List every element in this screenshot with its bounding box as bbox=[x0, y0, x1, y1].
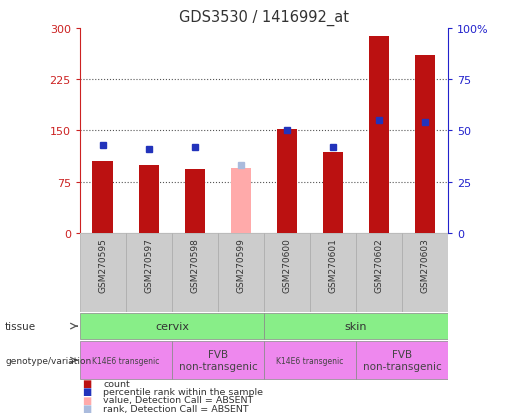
Text: GSM270603: GSM270603 bbox=[421, 237, 430, 292]
Text: FVB
non-transgenic: FVB non-transgenic bbox=[363, 349, 441, 371]
Bar bbox=[264, 233, 310, 312]
Bar bbox=[172, 342, 264, 379]
Text: GSM270600: GSM270600 bbox=[282, 237, 291, 292]
Text: ■: ■ bbox=[82, 378, 92, 388]
Text: count: count bbox=[103, 379, 130, 388]
Text: GSM270595: GSM270595 bbox=[98, 237, 107, 292]
Bar bbox=[172, 233, 218, 312]
Text: GSM270601: GSM270601 bbox=[329, 237, 337, 292]
Text: GSM270597: GSM270597 bbox=[144, 237, 153, 292]
Bar bbox=[80, 342, 172, 379]
Bar bbox=[356, 233, 402, 312]
Text: GSM270599: GSM270599 bbox=[236, 237, 246, 292]
Bar bbox=[264, 313, 448, 339]
Bar bbox=[415, 56, 435, 233]
Text: FVB
non-transgenic: FVB non-transgenic bbox=[179, 349, 258, 371]
Text: ■: ■ bbox=[82, 387, 92, 396]
Bar bbox=[126, 233, 172, 312]
Text: rank, Detection Call = ABSENT: rank, Detection Call = ABSENT bbox=[103, 404, 249, 413]
Bar bbox=[322, 153, 344, 233]
Text: skin: skin bbox=[345, 321, 367, 331]
Bar bbox=[231, 169, 251, 233]
Text: GSM270598: GSM270598 bbox=[191, 237, 199, 292]
Text: value, Detection Call = ABSENT: value, Detection Call = ABSENT bbox=[103, 395, 253, 404]
Bar bbox=[310, 233, 356, 312]
Text: ■: ■ bbox=[82, 395, 92, 405]
Bar bbox=[402, 233, 448, 312]
Text: ■: ■ bbox=[82, 403, 92, 413]
Bar bbox=[264, 342, 356, 379]
Text: K14E6 transgenic: K14E6 transgenic bbox=[92, 356, 160, 365]
Bar bbox=[356, 342, 448, 379]
Bar bbox=[218, 233, 264, 312]
Bar bbox=[369, 37, 389, 233]
Bar bbox=[93, 162, 113, 233]
Bar bbox=[277, 130, 297, 233]
Text: cervix: cervix bbox=[155, 321, 189, 331]
Text: percentile rank within the sample: percentile rank within the sample bbox=[103, 387, 263, 396]
Bar bbox=[139, 165, 159, 233]
Text: genotype/variation: genotype/variation bbox=[5, 356, 91, 365]
Text: GSM270602: GSM270602 bbox=[374, 237, 384, 292]
Bar bbox=[80, 233, 126, 312]
Bar bbox=[184, 170, 205, 233]
Title: GDS3530 / 1416992_at: GDS3530 / 1416992_at bbox=[179, 10, 349, 26]
Bar bbox=[80, 313, 264, 339]
Text: tissue: tissue bbox=[5, 321, 36, 331]
Text: K14E6 transgenic: K14E6 transgenic bbox=[276, 356, 344, 365]
